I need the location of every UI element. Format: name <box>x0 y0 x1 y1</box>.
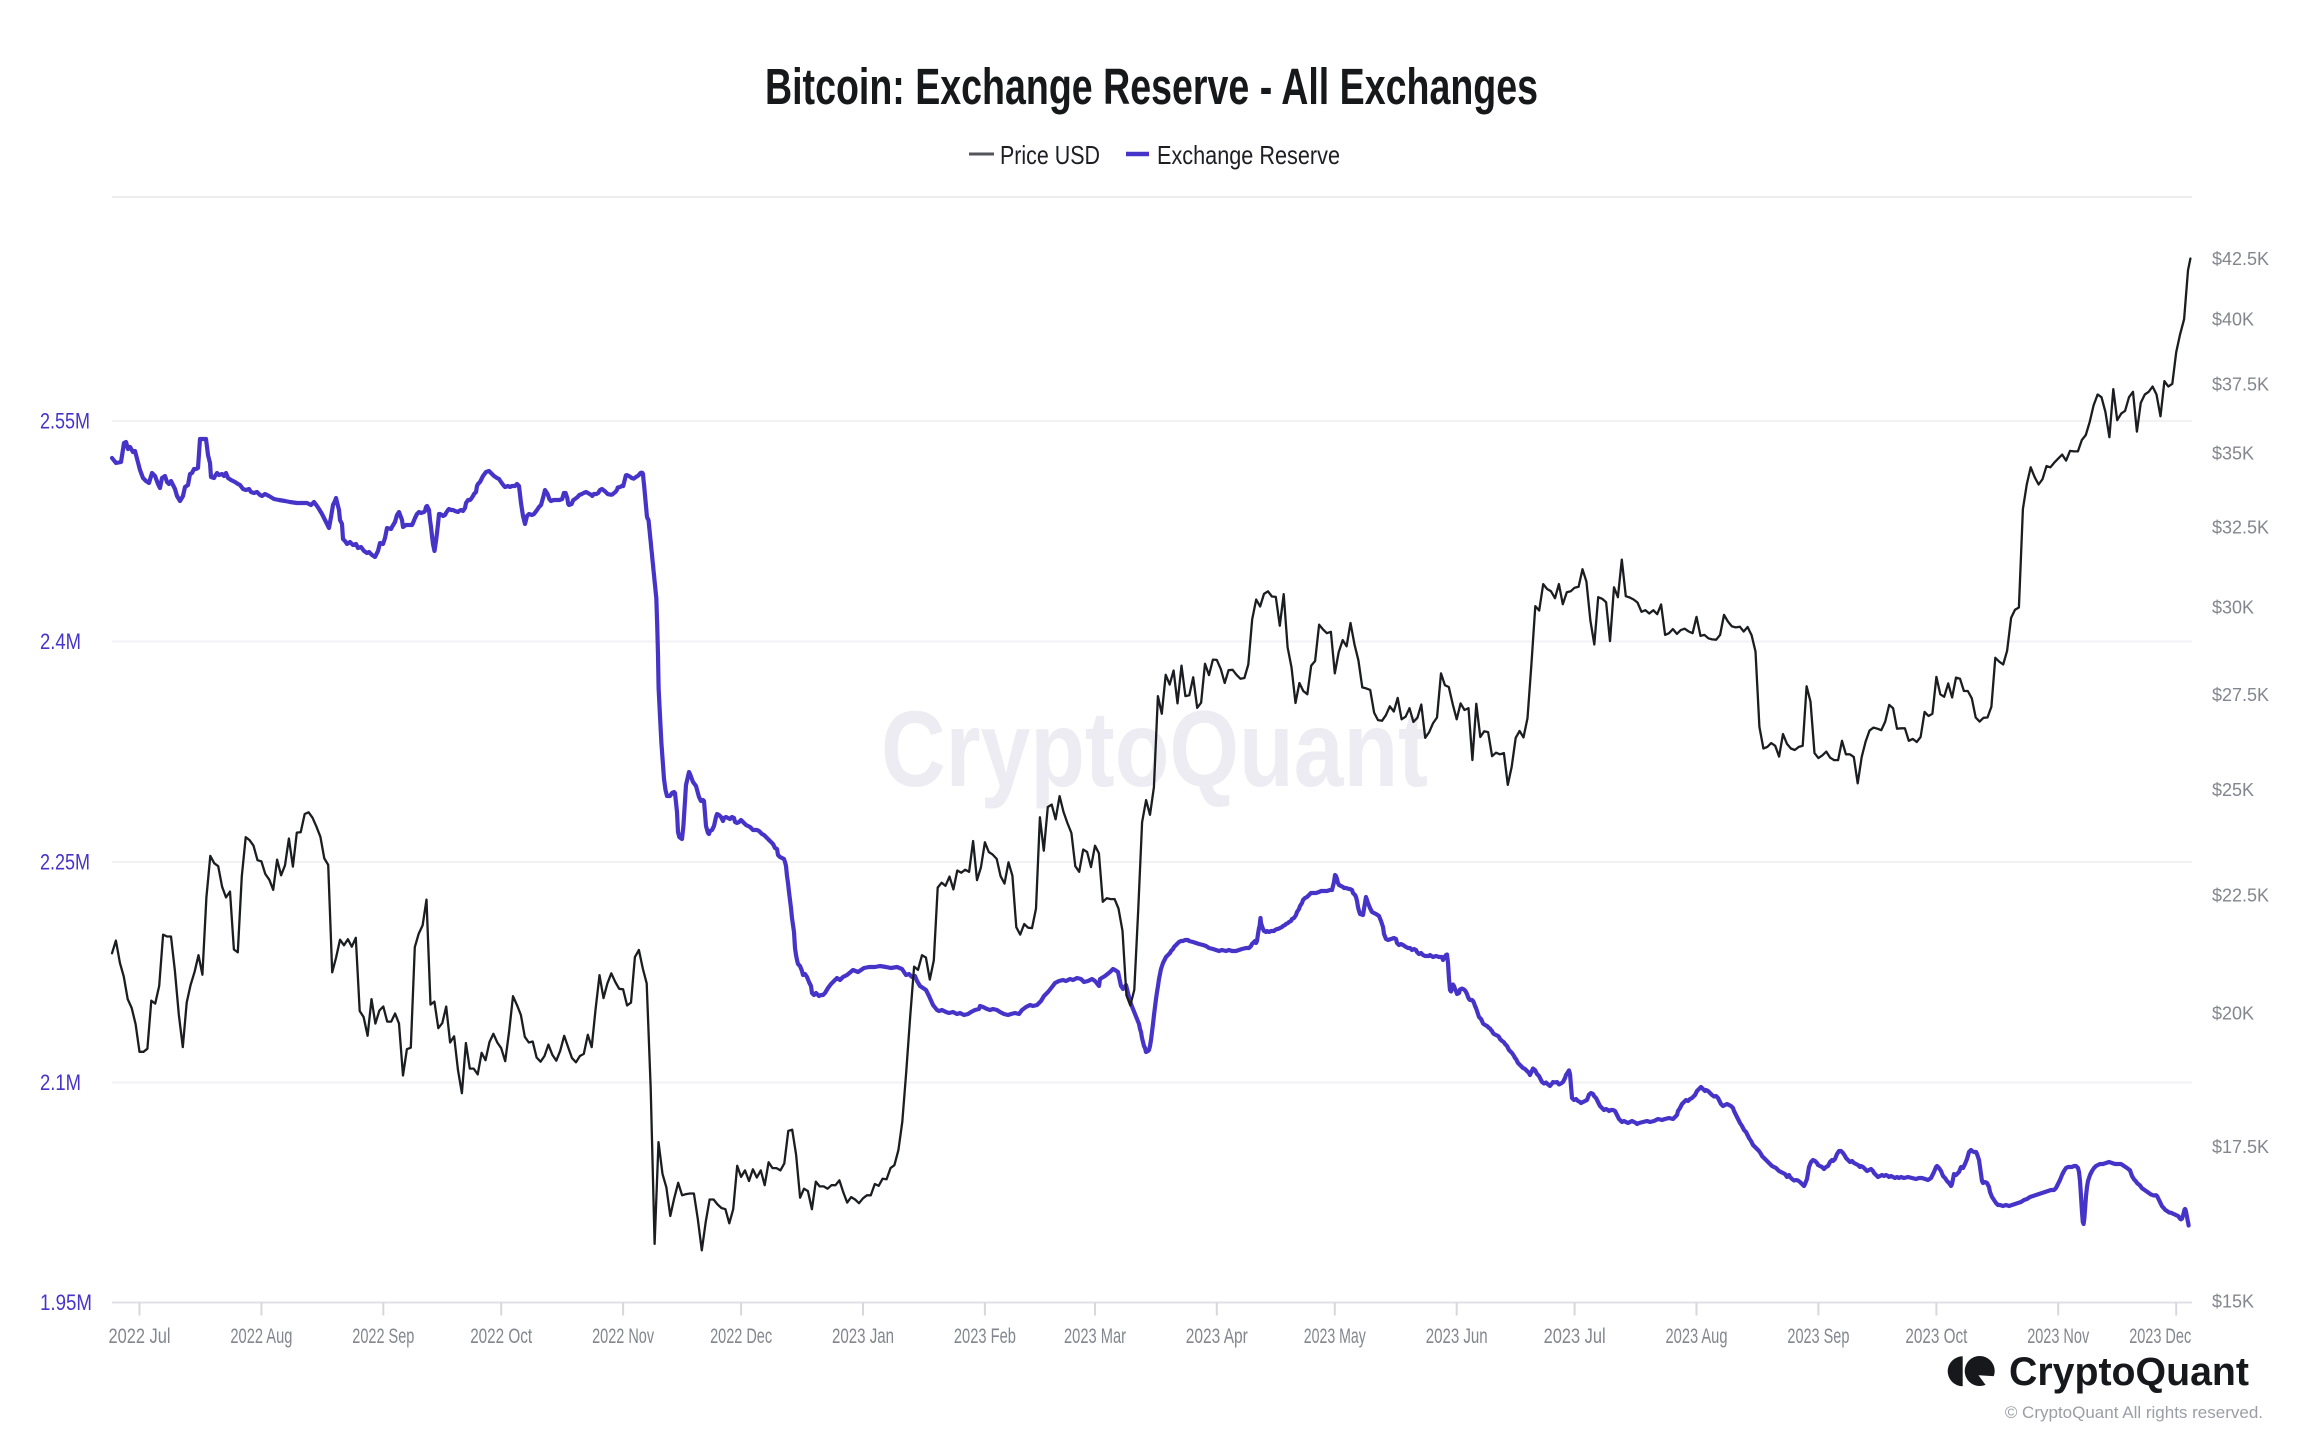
svg-text:$32.5K: $32.5K <box>2212 518 2269 538</box>
svg-text:$37.5K: $37.5K <box>2212 374 2269 394</box>
svg-text:2023 Jul: 2023 Jul <box>1544 1325 1606 1348</box>
svg-text:© CryptoQuant All rights reser: © CryptoQuant All rights reserved. <box>2005 1403 2263 1422</box>
svg-text:2.55M: 2.55M <box>40 409 90 434</box>
svg-text:2023 May: 2023 May <box>1304 1325 1366 1348</box>
svg-text:$35K: $35K <box>2212 443 2254 463</box>
svg-text:2023 Mar: 2023 Mar <box>1064 1325 1126 1348</box>
svg-text:2022 Nov: 2022 Nov <box>592 1325 654 1348</box>
svg-text:$27.5K: $27.5K <box>2212 685 2269 705</box>
svg-text:2023 Dec: 2023 Dec <box>2129 1325 2191 1348</box>
svg-text:2023 Apr: 2023 Apr <box>1186 1325 1248 1348</box>
svg-text:$40K: $40K <box>2212 310 2254 330</box>
svg-text:2023 Jun: 2023 Jun <box>1426 1325 1488 1348</box>
svg-text:2023 Feb: 2023 Feb <box>954 1325 1016 1348</box>
svg-text:2023 Nov: 2023 Nov <box>2027 1325 2089 1348</box>
svg-text:2023 Aug: 2023 Aug <box>1666 1325 1728 1348</box>
svg-text:$42.5K: $42.5K <box>2212 249 2269 269</box>
svg-text:2.25M: 2.25M <box>40 850 90 875</box>
svg-text:2.1M: 2.1M <box>40 1070 81 1095</box>
svg-text:$25K: $25K <box>2212 780 2254 800</box>
svg-text:2022 Sep: 2022 Sep <box>352 1325 414 1348</box>
svg-text:2022 Aug: 2022 Aug <box>230 1325 292 1348</box>
svg-text:$17.5K: $17.5K <box>2212 1137 2269 1157</box>
svg-text:$20K: $20K <box>2212 1004 2254 1024</box>
svg-text:Bitcoin: Exchange Reserve - Al: Bitcoin: Exchange Reserve - All Exchange… <box>765 58 1538 115</box>
svg-text:2022 Jul: 2022 Jul <box>109 1325 171 1348</box>
svg-text:2023 Sep: 2023 Sep <box>1787 1325 1849 1348</box>
svg-text:1.95M: 1.95M <box>40 1290 92 1315</box>
svg-text:Exchange Reserve: Exchange Reserve <box>1157 140 1340 170</box>
svg-text:2.4M: 2.4M <box>40 629 81 654</box>
svg-text:2022 Dec: 2022 Dec <box>710 1325 772 1348</box>
svg-text:$22.5K: $22.5K <box>2212 886 2269 906</box>
svg-text:$30K: $30K <box>2212 598 2254 618</box>
svg-text:Price USD: Price USD <box>1000 140 1100 170</box>
svg-text:CryptoQuant: CryptoQuant <box>2009 1350 2249 1394</box>
svg-text:2022 Oct: 2022 Oct <box>470 1325 532 1348</box>
svg-text:2023 Jan: 2023 Jan <box>832 1325 894 1348</box>
svg-text:2023 Oct: 2023 Oct <box>1905 1325 1967 1348</box>
svg-text:$15K: $15K <box>2212 1292 2254 1312</box>
